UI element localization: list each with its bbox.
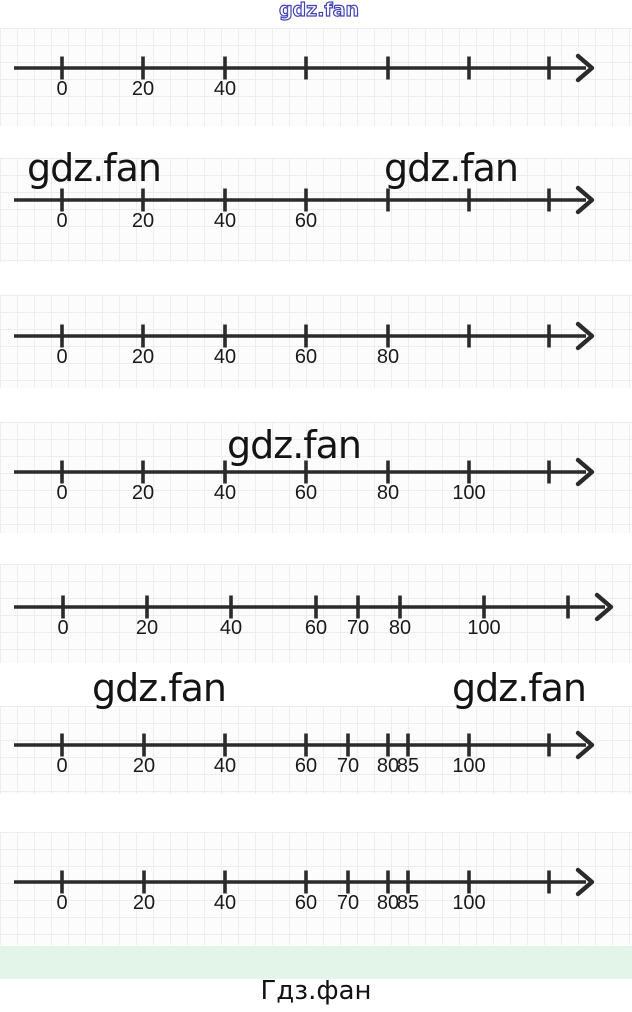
number-line-4: 0 20 40 60 80 100 [14, 457, 595, 504]
top-watermark: gdz.fan [278, 0, 360, 21]
tick-label: 40 [214, 755, 236, 777]
arrow-head-icon [575, 457, 595, 487]
tick-label: 20 [133, 892, 155, 914]
grid-panel-6 [0, 706, 632, 794]
footer-green-bar [0, 946, 632, 979]
tick-label: 80 [389, 617, 411, 639]
watermark-text-4: gdz.fan [92, 666, 227, 710]
arrow-head-icon [594, 592, 614, 622]
number-line-2: 0 20 40 60 [14, 185, 595, 232]
tick-label: 0 [56, 892, 67, 914]
watermark-text-3: gdz.fan [227, 423, 362, 467]
tick-label: 0 [56, 755, 67, 777]
tick-label: 20 [132, 346, 154, 368]
tick-label: 60 [295, 755, 317, 777]
tick-label: 80 [377, 346, 399, 368]
tick-label: 70 [337, 755, 359, 777]
tick-label: 40 [214, 346, 236, 368]
tick-label: 60 [295, 892, 317, 914]
tick-label: 100 [452, 482, 485, 504]
tick-label: 40 [214, 210, 236, 232]
number-line-3: 0 20 40 60 80 [14, 321, 595, 368]
watermark-text-5: gdz.fan [452, 666, 587, 710]
grid-panel-1 [0, 28, 632, 126]
tick-label: 70 [347, 617, 369, 639]
tick-label: 20 [136, 617, 158, 639]
tick-label: 60 [295, 346, 317, 368]
tick-label: 20 [132, 78, 154, 100]
tick-label: 85 [397, 755, 419, 777]
grid-panel-5 [0, 564, 632, 663]
grid-panel-3 [0, 295, 632, 388]
tick-label: 80 [377, 482, 399, 504]
number-line-5: 0 20 40 60 70 80 100 [14, 592, 614, 639]
tick-label: 0 [56, 346, 67, 368]
tick-label: 20 [133, 755, 155, 777]
tick-label: 40 [214, 892, 236, 914]
tick-label: 20 [132, 210, 154, 232]
tick-label: 60 [295, 482, 317, 504]
grid-panel-4 [0, 422, 632, 533]
number-line-1: 0 20 40 [14, 53, 595, 100]
tick-label: 100 [452, 892, 485, 914]
watermark-text-2: gdz.fan [384, 146, 519, 190]
tick-label: 40 [214, 482, 236, 504]
tick-label: 0 [56, 482, 67, 504]
tick-label: 20 [132, 482, 154, 504]
tick-label: 100 [467, 617, 500, 639]
tick-label: 80 [377, 892, 399, 914]
arrow-head-icon [575, 185, 595, 215]
watermark-text-1: gdz.fan [27, 146, 162, 190]
tick-label: 0 [56, 210, 67, 232]
tick-label: 0 [56, 78, 67, 100]
arrow-head-icon [575, 867, 595, 897]
arrow-head-icon [575, 730, 595, 760]
footer-caption: Гдз.фан [260, 976, 372, 1006]
tick-label: 60 [295, 210, 317, 232]
tick-label: 40 [214, 78, 236, 100]
grid-panel-7 [0, 832, 632, 945]
arrow-head-icon [575, 53, 595, 83]
tick-label: 80 [377, 755, 399, 777]
tick-label: 60 [305, 617, 327, 639]
tick-label: 70 [337, 892, 359, 914]
tick-label: 100 [452, 755, 485, 777]
grid-panel-2 [0, 158, 632, 262]
tick-label: 0 [57, 617, 68, 639]
arrow-head-icon [575, 321, 595, 351]
tick-label: 40 [220, 617, 242, 639]
tick-label: 85 [397, 892, 419, 914]
